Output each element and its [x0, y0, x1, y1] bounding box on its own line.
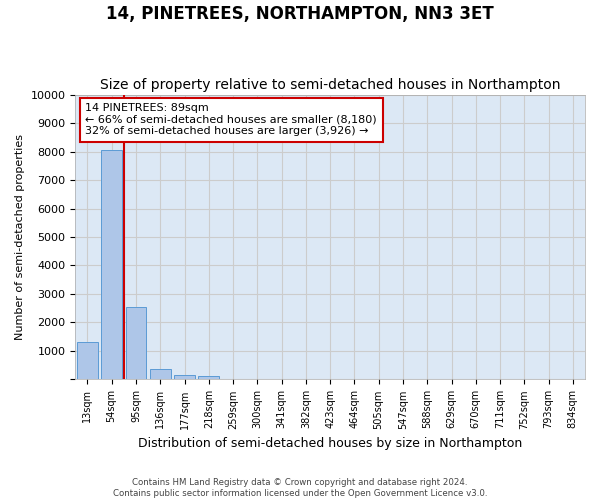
Bar — [77, 342, 98, 380]
Bar — [101, 150, 122, 380]
Text: 14, PINETREES, NORTHAMPTON, NN3 3ET: 14, PINETREES, NORTHAMPTON, NN3 3ET — [106, 5, 494, 23]
Bar — [199, 376, 219, 380]
Text: Contains HM Land Registry data © Crown copyright and database right 2024.
Contai: Contains HM Land Registry data © Crown c… — [113, 478, 487, 498]
Title: Size of property relative to semi-detached houses in Northampton: Size of property relative to semi-detach… — [100, 78, 560, 92]
X-axis label: Distribution of semi-detached houses by size in Northampton: Distribution of semi-detached houses by … — [138, 437, 522, 450]
Text: 14 PINETREES: 89sqm
← 66% of semi-detached houses are smaller (8,180)
32% of sem: 14 PINETREES: 89sqm ← 66% of semi-detach… — [85, 103, 377, 136]
Bar — [150, 368, 170, 380]
Y-axis label: Number of semi-detached properties: Number of semi-detached properties — [15, 134, 25, 340]
Bar — [125, 308, 146, 380]
Bar — [174, 375, 195, 380]
